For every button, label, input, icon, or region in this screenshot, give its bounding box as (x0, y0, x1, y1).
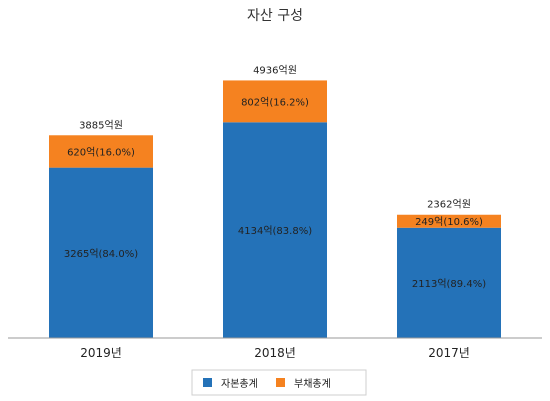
bar-liability-1 (223, 80, 327, 123)
bar-liability-0 (49, 135, 153, 168)
data-label-liability-0: 620억(16.0%) (67, 146, 135, 158)
bar-liability-2 (397, 214, 501, 228)
legend: 자본총계 부채총계 (191, 369, 367, 396)
x-tick-label-0: 2019년 (80, 346, 122, 360)
legend-label-liability: 부채총계 (294, 378, 331, 390)
data-label-liability-1: 802억(16.2%) (241, 96, 309, 108)
bar-equity-2 (397, 227, 501, 338)
data-label-equity-0: 3265억(84.0%) (64, 248, 138, 260)
data-label-equity-1: 4134억(83.8%) (238, 225, 312, 237)
x-tick-label-1: 2018년 (254, 346, 296, 360)
total-label-0: 3885억원 (79, 119, 123, 131)
total-label-2: 2362억원 (427, 199, 471, 211)
chart-title: 자산 구성 (247, 8, 303, 24)
total-label-1: 4936억원 (253, 64, 297, 76)
x-tick-label-2: 2017년 (428, 346, 470, 360)
x-tick-labels: 2019년 2018년 2017년 (80, 346, 470, 360)
bars-layer: 3265억(84.0%) 620억(16.0%) 3885억원 4134억(83.8%… (49, 64, 501, 338)
legend-label-equity: 자본총계 (221, 378, 258, 390)
legend-swatch-equity (203, 378, 212, 387)
bar-equity-0 (49, 167, 153, 338)
data-label-liability-2: 249억(10.6%) (415, 216, 483, 228)
legend-swatch-liability (276, 378, 285, 387)
data-label-equity-2: 2113억(89.4%) (412, 278, 486, 290)
bar-equity-1 (223, 122, 327, 338)
legend-box (191, 369, 367, 396)
